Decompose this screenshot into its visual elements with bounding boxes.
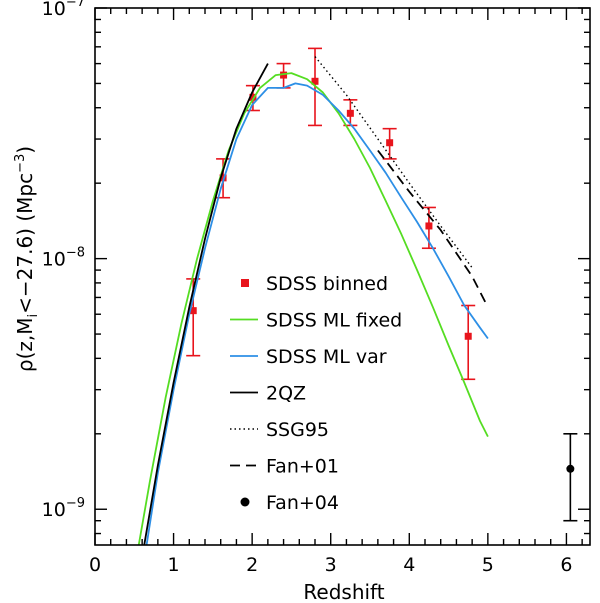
legend-item: SSG95	[230, 419, 329, 441]
data-point	[280, 71, 288, 79]
data-point	[189, 307, 197, 315]
series-line	[314, 56, 473, 269]
legend-item: 2QZ	[230, 383, 306, 405]
data-point	[386, 139, 394, 147]
x-tick-label: 0	[89, 554, 101, 576]
data-point	[425, 222, 433, 230]
series-line	[145, 82, 489, 545]
legend-swatch	[241, 279, 249, 287]
legend-item: Fan+04	[240, 492, 339, 514]
legend-label: SSG95	[266, 419, 329, 441]
y-tick-label: 10−9	[42, 496, 85, 521]
x-tick-label: 1	[168, 554, 180, 576]
x-tick-label: 5	[482, 554, 494, 576]
series-line	[137, 72, 489, 545]
legend-label: Fan+01	[266, 456, 339, 478]
axes: 0 1 2 3 4 5 6 10−9 10−8 10−7	[42, 0, 591, 576]
x-tick-label: 4	[403, 554, 415, 576]
data-point	[464, 332, 472, 340]
legend-label: 2QZ	[266, 383, 306, 405]
x-tick-label: 2	[246, 554, 258, 576]
data-point	[249, 93, 257, 101]
plot-clip-group	[137, 47, 578, 545]
plot-frame	[94, 7, 591, 546]
series-line	[143, 63, 269, 545]
legend: SDSS binned SDSS ML fixed SDSS ML var 2QZ SS…	[230, 273, 402, 514]
y-axis-title: ρ(z,Mi<−27.6) (Mpc−3)	[13, 146, 41, 372]
legend-swatch	[240, 497, 250, 507]
legend-item: SDSS binned	[241, 273, 388, 295]
legend-item: SDSS ML fixed	[230, 310, 402, 332]
data-point	[219, 174, 227, 182]
x-tick-label: 3	[325, 554, 337, 576]
legend-label: SDSS ML var	[266, 346, 387, 368]
legend-item: SDSS ML var	[230, 346, 387, 368]
data-point	[566, 464, 575, 473]
x-tick-label: 6	[560, 554, 572, 576]
y-tick-label: 10−7	[42, 0, 85, 20]
x-axis-title: Redshift	[303, 580, 384, 603]
series-line	[377, 149, 489, 308]
data-point	[346, 109, 354, 117]
y-tick-label: 10−8	[42, 246, 85, 271]
legend-label: SDSS ML fixed	[266, 310, 402, 332]
legend-label: Fan+04	[266, 492, 339, 514]
legend-label: SDSS binned	[266, 273, 388, 295]
legend-item: Fan+01	[230, 456, 339, 478]
data-point	[311, 77, 319, 85]
plot-area	[137, 47, 578, 545]
